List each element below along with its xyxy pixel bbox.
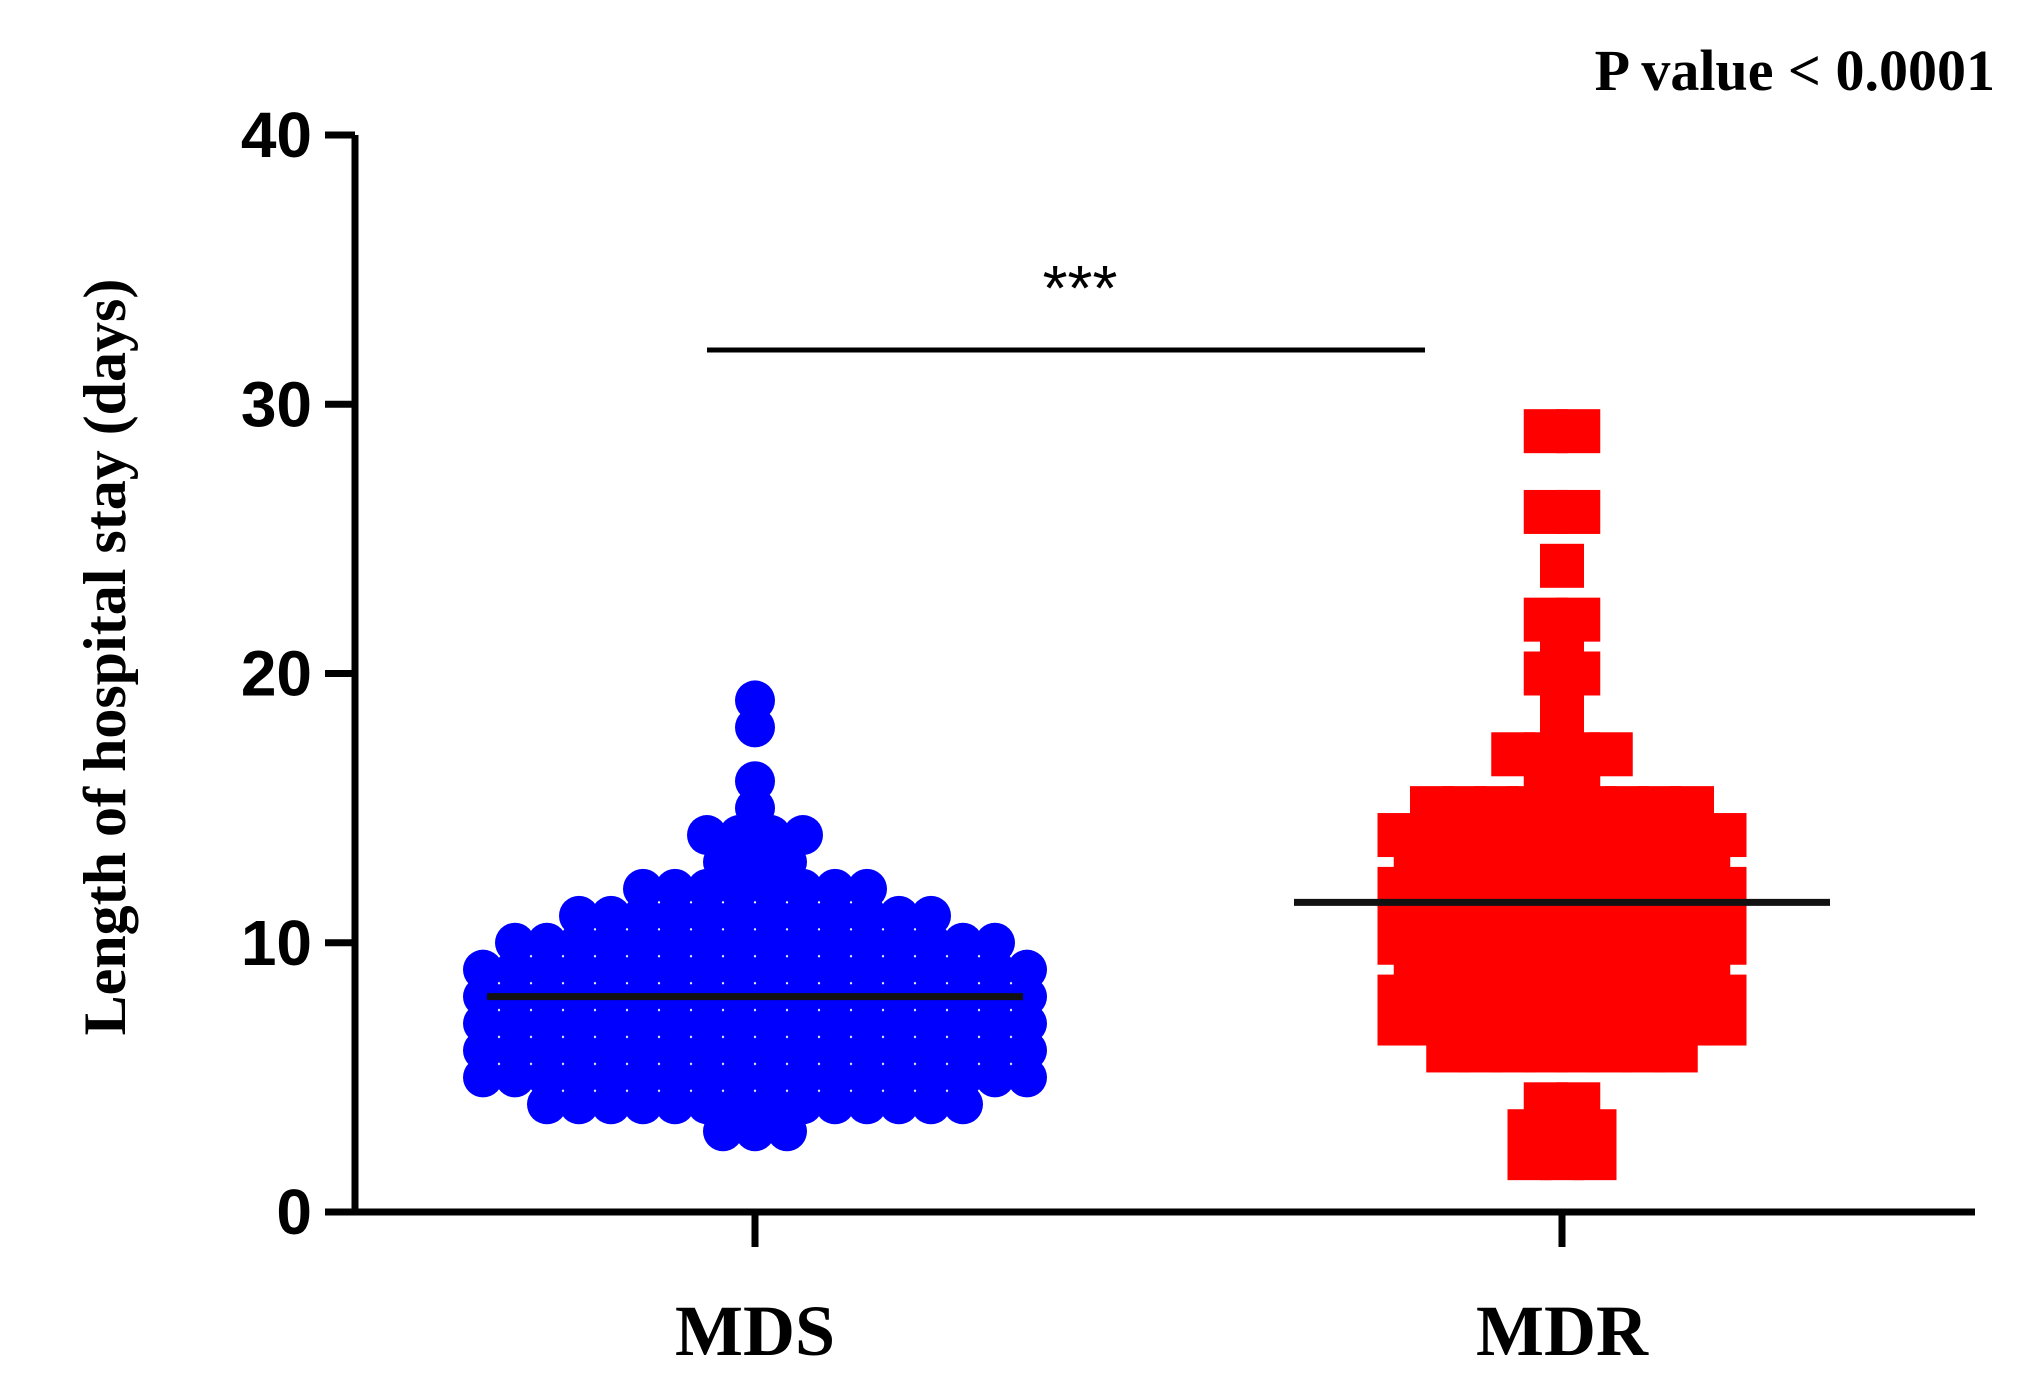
p-value-annotation: P value < 0.0001 (1595, 38, 1995, 103)
mds-point (463, 949, 503, 990)
mds-point (623, 868, 663, 909)
y-tick-label: 40 (241, 99, 312, 171)
mds-point (735, 680, 775, 721)
y-tick-label: 10 (241, 907, 312, 979)
y-tick-label: 30 (241, 368, 312, 440)
y-tick-label: 20 (241, 638, 312, 710)
mds-point (879, 895, 919, 936)
y-tick-label: 0 (276, 1176, 312, 1248)
mdr-point (1556, 409, 1601, 454)
y-ticks: 0 10 20 30 40 (241, 99, 355, 1248)
mds-point (735, 761, 775, 802)
mdr-point (1670, 786, 1714, 831)
mds-point (943, 922, 983, 963)
mds-point (815, 868, 855, 909)
mds-point (559, 895, 599, 936)
y-axis-label: Length of hospital stay (days) (72, 279, 138, 1036)
mds-point (687, 815, 727, 856)
mdr-point (1556, 597, 1601, 642)
x-tick-label: MDS (675, 1291, 835, 1371)
mds-point (847, 868, 887, 909)
mds-point (655, 868, 695, 909)
significance-stars: *** (1043, 252, 1118, 324)
mds-point (527, 922, 567, 963)
mdr-point (1556, 1082, 1601, 1127)
mds-point (975, 922, 1015, 963)
mdr-point (1556, 489, 1601, 534)
mean-lines (487, 898, 1830, 1001)
mds-point (1007, 949, 1047, 990)
mds-point (783, 815, 823, 856)
x-ticks: MDS MDR (675, 1212, 1649, 1371)
mdr-point (1588, 732, 1633, 777)
x-tick-label: MDR (1476, 1291, 1649, 1371)
mdr-point (1540, 543, 1584, 588)
data-points (463, 409, 1747, 1181)
mds-point (911, 895, 951, 936)
mds-point (495, 922, 535, 963)
mds-point (591, 895, 631, 936)
